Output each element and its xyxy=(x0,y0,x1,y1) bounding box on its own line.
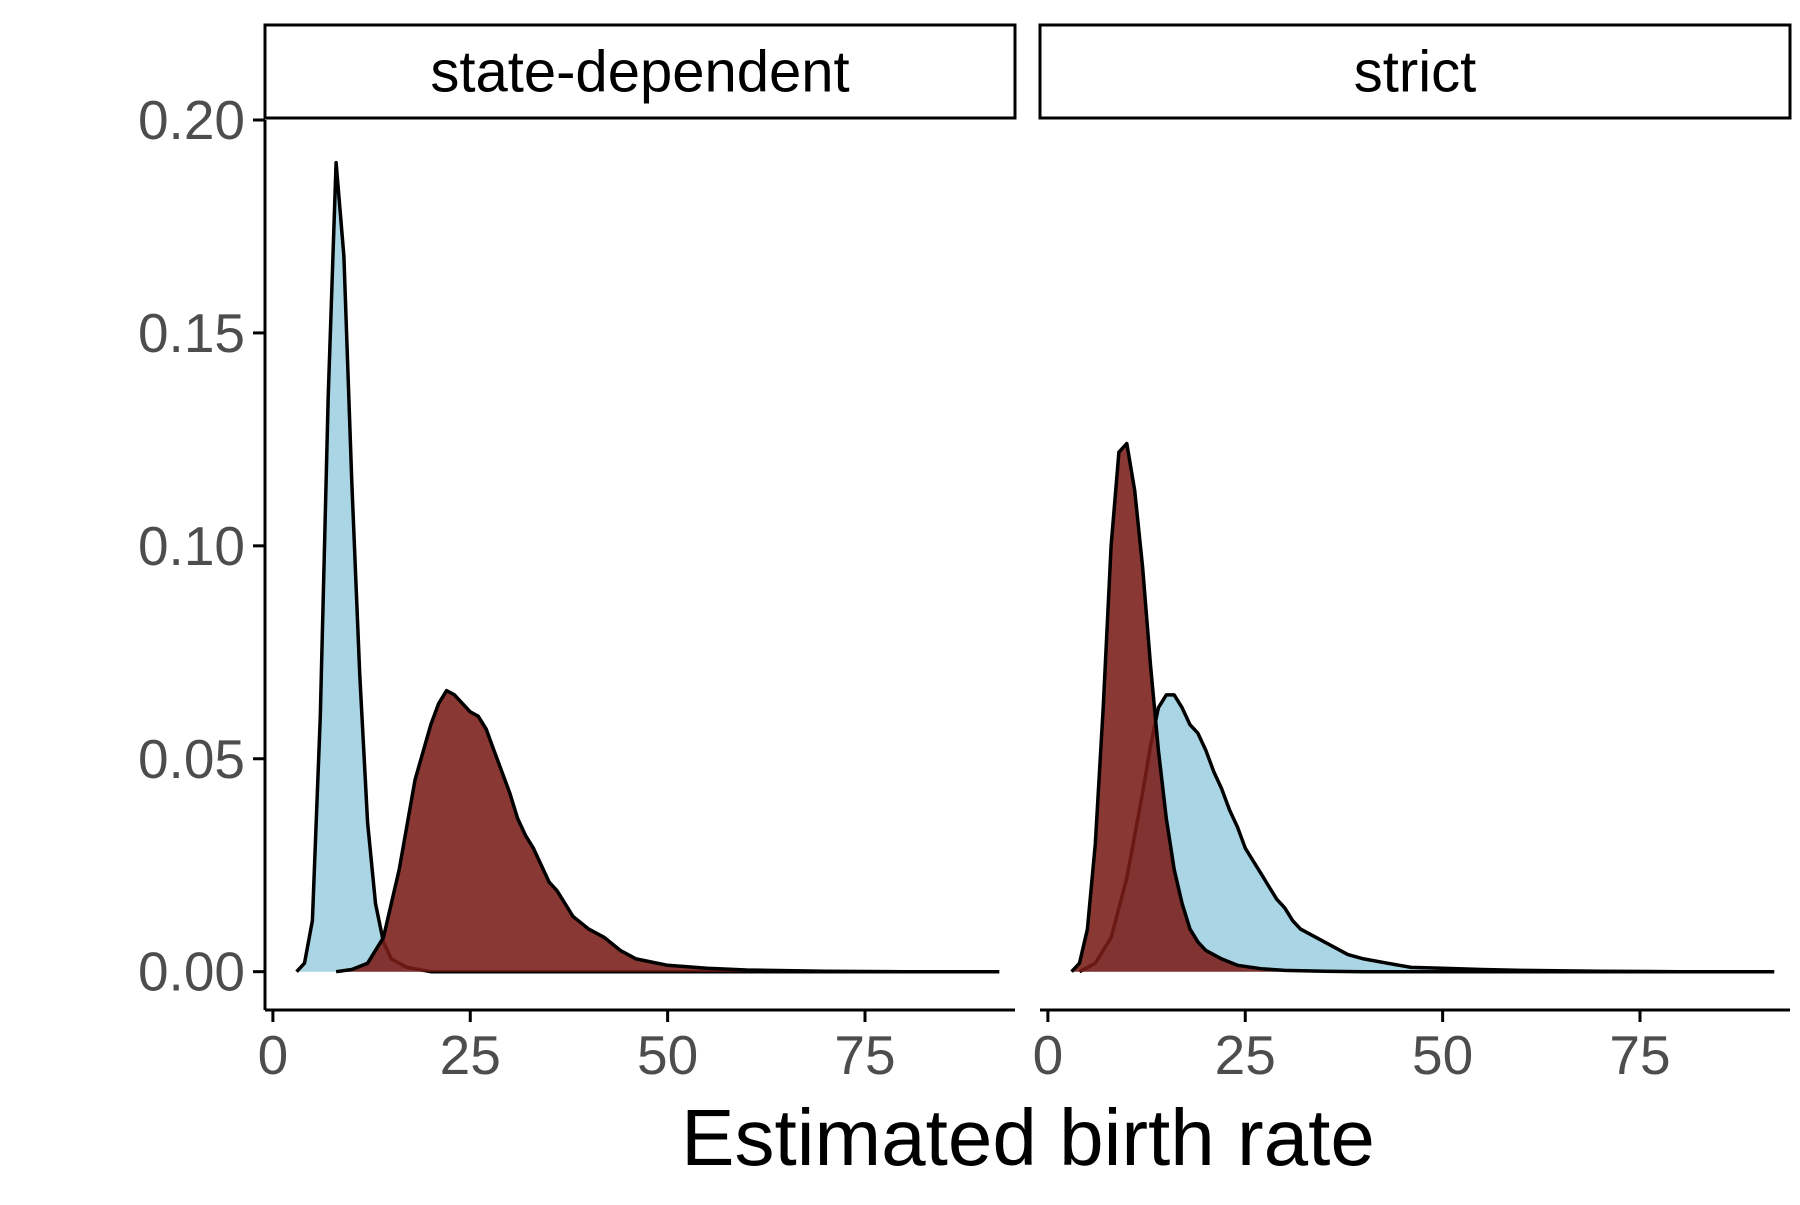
panel-0: state-dependent 0 25 50 75 0.00 0.05 0.10 0.15 0.… xyxy=(138,23,1017,1086)
strip-box xyxy=(263,23,1017,120)
x-tick-label: 25 xyxy=(440,1024,501,1086)
density-area-0 xyxy=(296,162,1000,972)
strip-label: state-dependent xyxy=(430,40,849,105)
x-tick-label: 50 xyxy=(637,1024,698,1086)
strip-label: strict xyxy=(1354,40,1476,105)
x-axis-title: Estimated birth rate xyxy=(681,1093,1375,1182)
density-area-1 xyxy=(336,690,1000,972)
x-tick-label: 25 xyxy=(1215,1024,1276,1086)
x-tick-label: 75 xyxy=(834,1024,895,1086)
y-tick-label: 0.00 xyxy=(138,941,245,1003)
density-area-0 xyxy=(1079,694,1775,972)
panel-1: strict 0 25 50 75 xyxy=(1033,23,1792,1086)
y-tick-label: 0.10 xyxy=(138,515,245,577)
y-tick-label: 0.20 xyxy=(138,89,245,151)
y-tick-label: 0.15 xyxy=(138,302,245,364)
density-outline-1 xyxy=(1070,441,1775,974)
x-tick-label: 75 xyxy=(1609,1024,1670,1086)
density-outline-0 xyxy=(1078,693,1775,974)
strip-box xyxy=(1038,23,1792,120)
density-outline-1 xyxy=(335,688,1000,974)
x-tick-label: 0 xyxy=(258,1024,289,1086)
density-area-1 xyxy=(1071,443,1775,972)
x-tick-label: 50 xyxy=(1412,1024,1473,1086)
x-tick-label: 0 xyxy=(1033,1024,1064,1086)
y-tick-label: 0.05 xyxy=(138,728,245,790)
